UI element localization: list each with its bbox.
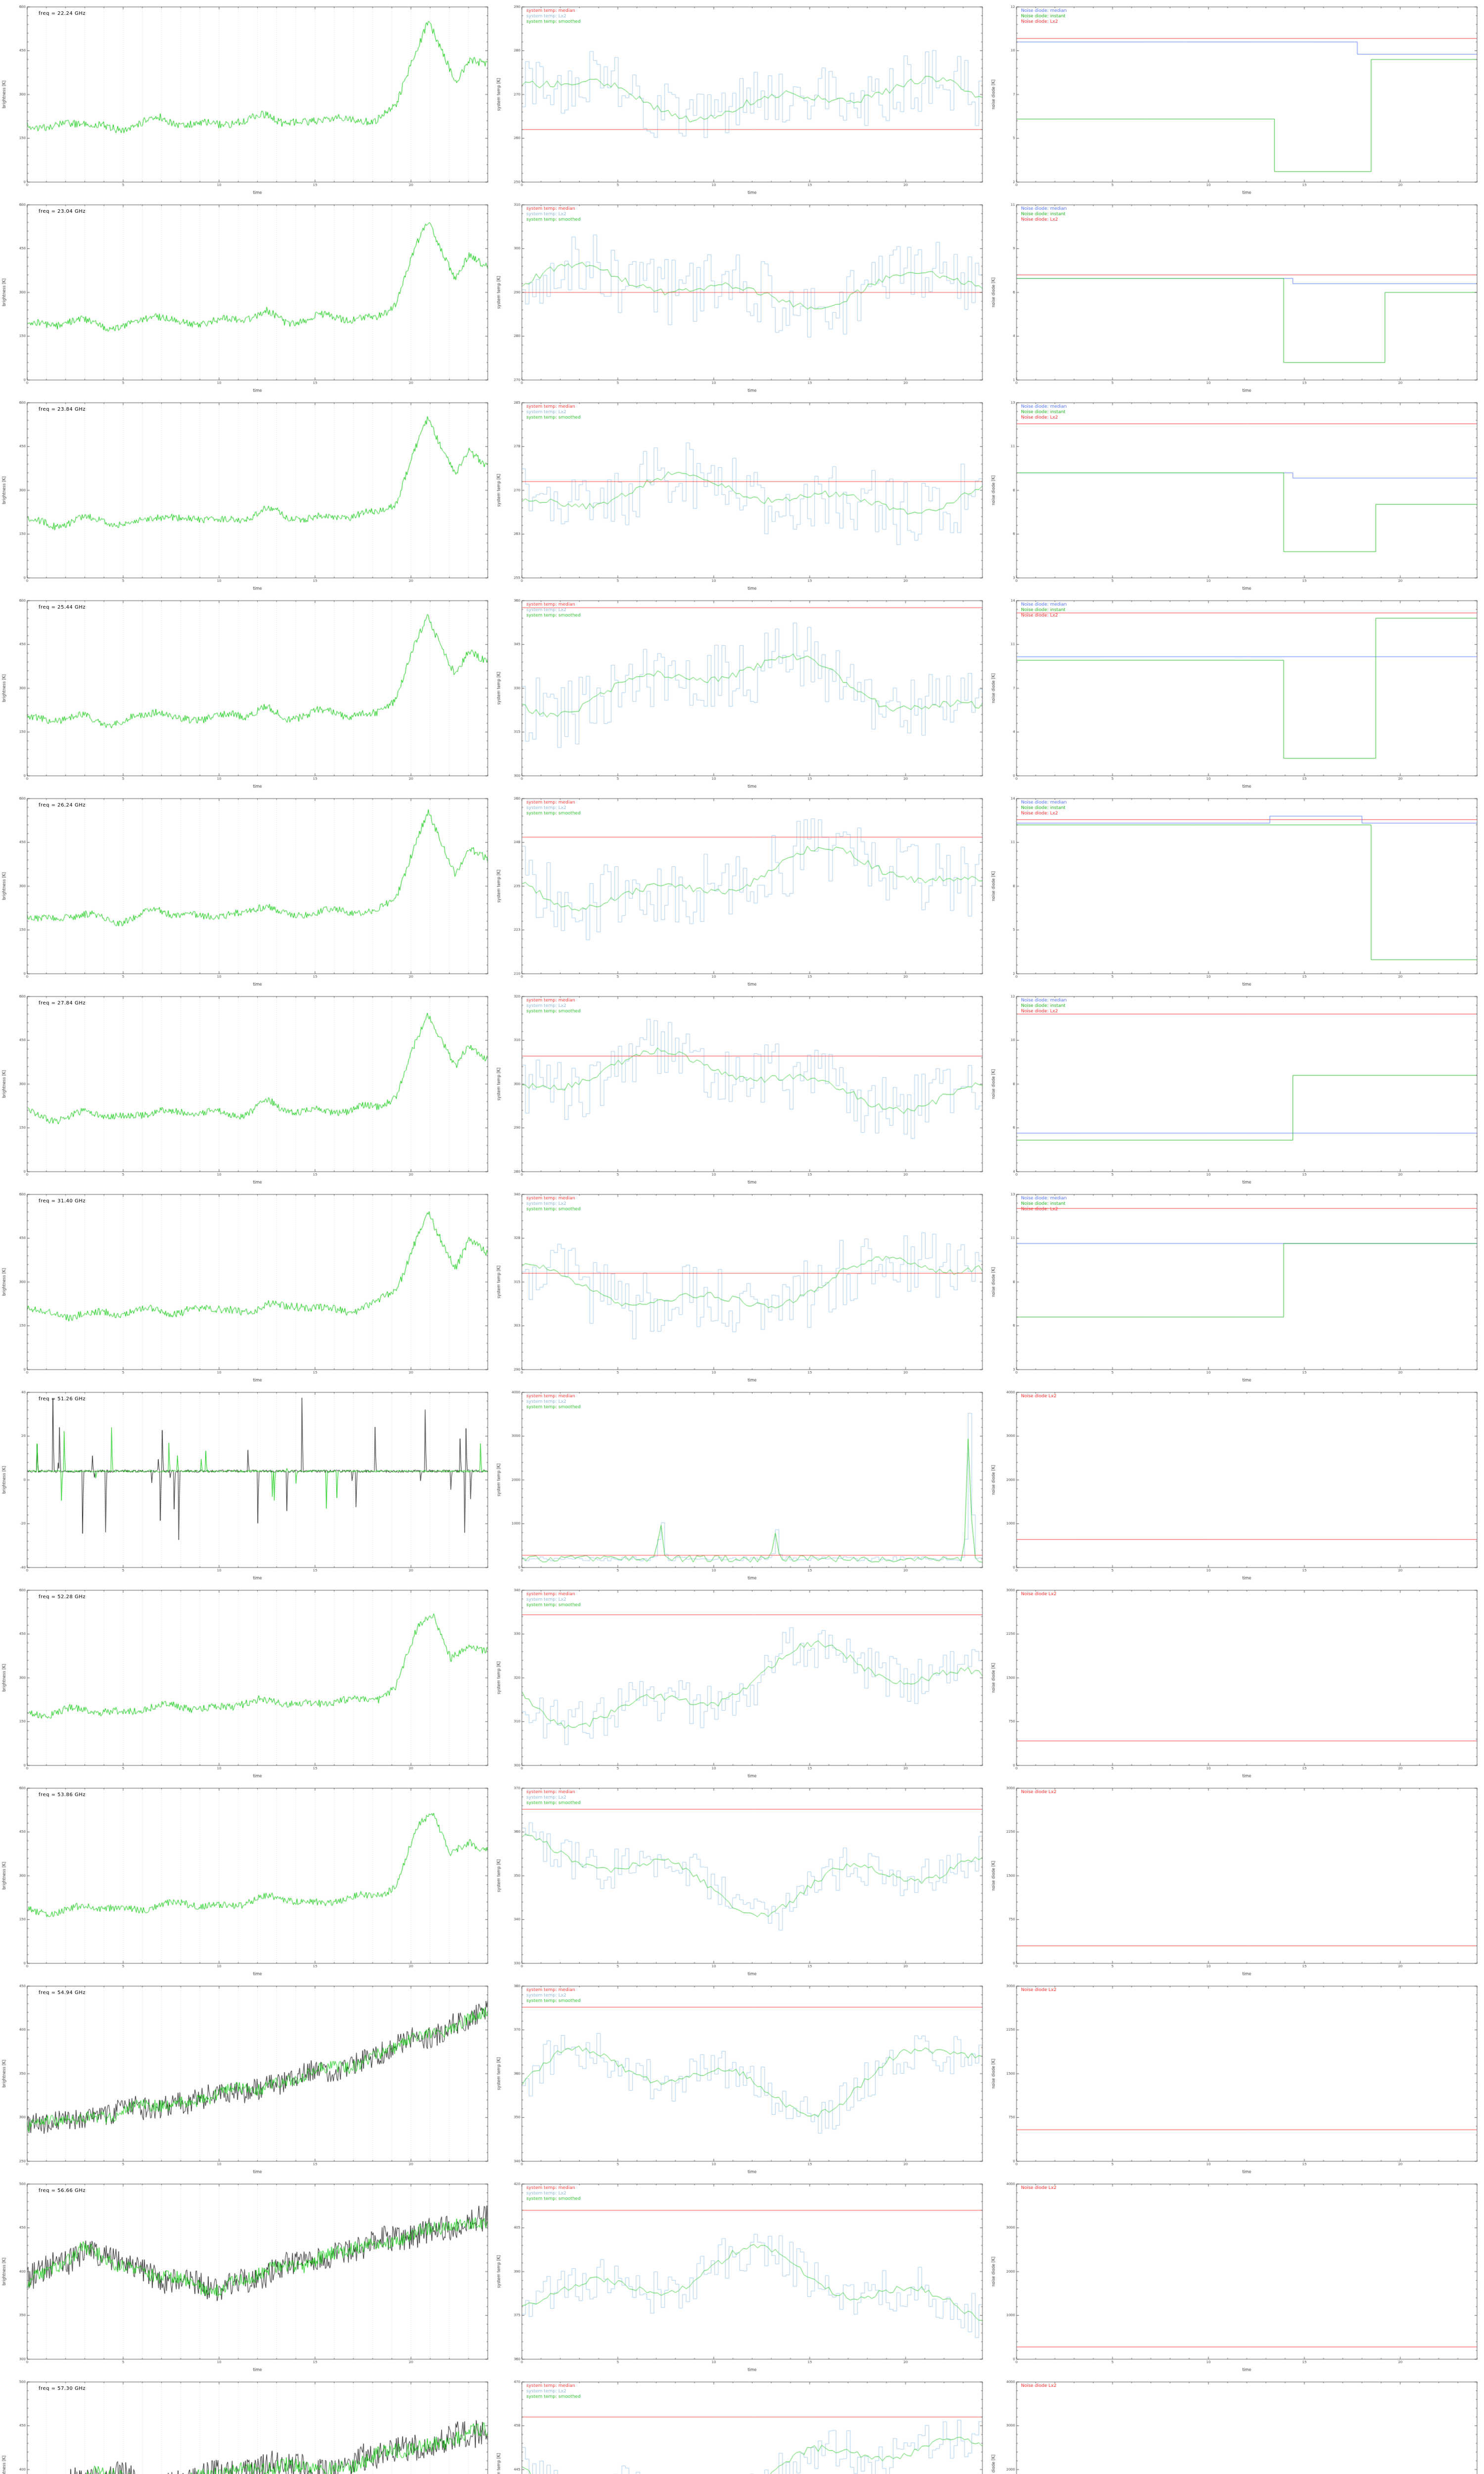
- panel-mid-row3: system temp: median system temp: Lx2 syste…: [495, 396, 989, 594]
- panel-left-row7: freq = 31.40 GHz: [0, 1188, 495, 1385]
- panel-mid-row11: system temp: median system temp: Lx2 syste…: [495, 1979, 989, 2177]
- right-plot-canvas: [989, 792, 1484, 990]
- panel-right-row11: Noise diode Lx2: [989, 1979, 1484, 2177]
- panel-mid-row9: system temp: median system temp: Lx2 syste…: [495, 1583, 989, 1781]
- mid-plot-canvas: [495, 2177, 989, 2375]
- right-plot-canvas: [989, 1781, 1484, 1979]
- left-plot-canvas: [0, 2375, 495, 2474]
- right-plot-canvas: [989, 2375, 1484, 2474]
- panel-left-row13: freq = 57.30 GHz: [0, 2375, 495, 2474]
- mid-plot-canvas: [495, 1385, 989, 1583]
- panel-left-row11: freq = 54.94 GHz: [0, 1979, 495, 2177]
- panel-left-row10: freq = 53.86 GHz: [0, 1781, 495, 1979]
- panel-right-row6: Noise diode: median Noise diode: instant N…: [989, 990, 1484, 1188]
- mid-plot-canvas: [495, 1583, 989, 1781]
- panel-right-row5: Noise diode: median Noise diode: instant N…: [989, 792, 1484, 990]
- panel-right-row1: Noise diode: median Noise diode: instant N…: [989, 0, 1484, 198]
- right-plot-canvas: [989, 1188, 1484, 1385]
- panel-right-row4: Noise diode: median Noise diode: instant N…: [989, 594, 1484, 792]
- right-plot-canvas: [989, 1583, 1484, 1781]
- panel-mid-row10: system temp: median system temp: Lx2 syste…: [495, 1781, 989, 1979]
- mid-plot-canvas: [495, 1188, 989, 1385]
- panel-left-row2: freq = 23.04 GHz: [0, 198, 495, 396]
- mid-plot-canvas: [495, 1979, 989, 2177]
- panel-mid-row12: system temp: median system temp: Lx2 syste…: [495, 2177, 989, 2375]
- left-plot-canvas: [0, 396, 495, 594]
- panel-left-row8: freq = 51.26 GHz: [0, 1385, 495, 1583]
- mid-plot-canvas: [495, 792, 989, 990]
- panel-mid-row1: system temp: median system temp: Lx2 syste…: [495, 0, 989, 198]
- left-plot-canvas: [0, 792, 495, 990]
- left-plot-canvas: [0, 1583, 495, 1781]
- right-plot-canvas: [989, 198, 1484, 396]
- panel-right-row12: Noise diode Lx2: [989, 2177, 1484, 2375]
- left-plot-canvas: [0, 1385, 495, 1583]
- left-plot-canvas: [0, 1188, 495, 1385]
- panel-right-row8: Noise diode Lx2: [989, 1385, 1484, 1583]
- panel-left-row5: freq = 26.24 GHz: [0, 792, 495, 990]
- mid-plot-canvas: [495, 990, 989, 1188]
- panel-left-row3: freq = 23.84 GHz: [0, 396, 495, 594]
- panel-left-row4: freq = 25.44 GHz: [0, 594, 495, 792]
- panel-left-row6: freq = 27.84 GHz: [0, 990, 495, 1188]
- panel-left-row9: freq = 52.28 GHz: [0, 1583, 495, 1781]
- mid-plot-canvas: [495, 1781, 989, 1979]
- left-plot-canvas: [0, 198, 495, 396]
- panel-right-row13: Noise diode Lx2: [989, 2375, 1484, 2474]
- mid-plot-canvas: [495, 396, 989, 594]
- panel-right-row3: Noise diode: median Noise diode: instant N…: [989, 396, 1484, 594]
- left-plot-canvas: [0, 1781, 495, 1979]
- panel-mid-row6: system temp: median system temp: Lx2 syste…: [495, 990, 989, 1188]
- left-plot-canvas: [0, 594, 495, 792]
- panel-right-row7: Noise diode: median Noise diode: instant N…: [989, 1188, 1484, 1385]
- left-plot-canvas: [0, 0, 495, 198]
- panel-left-row1: freq = 22.24 GHz: [0, 0, 495, 198]
- mid-plot-canvas: [495, 0, 989, 198]
- left-plot-canvas: [0, 2177, 495, 2375]
- panel-mid-row5: system temp: median system temp: Lx2 syste…: [495, 792, 989, 990]
- right-plot-canvas: [989, 2177, 1484, 2375]
- mid-plot-canvas: [495, 198, 989, 396]
- panel-right-row2: Noise diode: median Noise diode: instant N…: [989, 198, 1484, 396]
- right-plot-canvas: [989, 990, 1484, 1188]
- panel-mid-row2: system temp: median system temp: Lx2 syste…: [495, 198, 989, 396]
- right-plot-canvas: [989, 0, 1484, 198]
- right-plot-canvas: [989, 1385, 1484, 1583]
- right-plot-canvas: [989, 1979, 1484, 2177]
- left-plot-canvas: [0, 1979, 495, 2177]
- panel-mid-row4: system temp: median system temp: Lx2 syste…: [495, 594, 989, 792]
- mid-plot-canvas: [495, 594, 989, 792]
- right-plot-canvas: [989, 594, 1484, 792]
- panel-mid-row8: system temp: median system temp: Lx2 syste…: [495, 1385, 989, 1583]
- panel-mid-row13: system temp: median system temp: Lx2 syste…: [495, 2375, 989, 2474]
- panel-left-row12: freq = 56.66 GHz: [0, 2177, 495, 2375]
- panel-right-row9: Noise diode Lx2: [989, 1583, 1484, 1781]
- panel-mid-row7: system temp: median system temp: Lx2 syste…: [495, 1188, 989, 1385]
- mid-plot-canvas: [495, 2375, 989, 2474]
- right-plot-canvas: [989, 396, 1484, 594]
- left-plot-canvas: [0, 990, 495, 1188]
- panel-right-row10: Noise diode Lx2: [989, 1781, 1484, 1979]
